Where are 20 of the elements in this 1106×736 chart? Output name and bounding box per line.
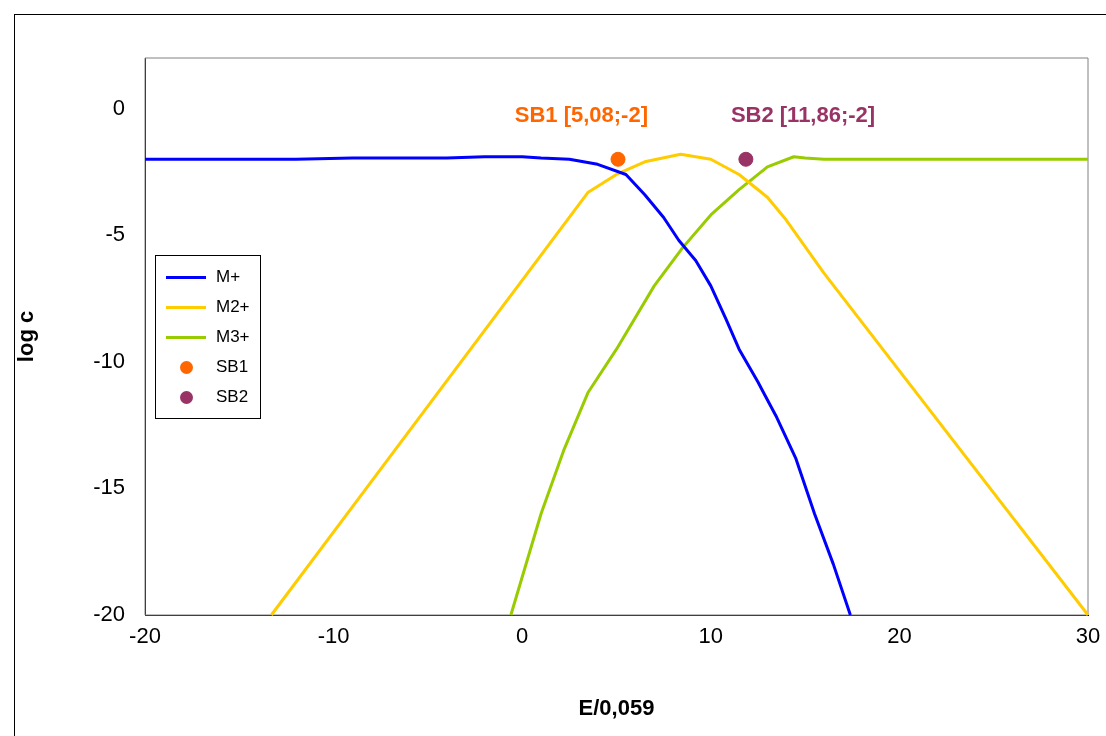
legend-label: SB2 <box>216 387 249 407</box>
annotation: SB2 [11,86;-2] <box>730 102 876 128</box>
legend-label: M2+ <box>216 297 250 317</box>
y-tick-label: -10 <box>93 347 125 373</box>
y-axis-title: log c <box>13 310 39 363</box>
x-tick-label: 20 <box>887 623 912 649</box>
y-tick-label: -15 <box>93 474 125 500</box>
x-tick-label: 10 <box>698 623 724 649</box>
x-tick-label: 30 <box>1075 623 1101 649</box>
y-tick-label: 0 <box>112 94 125 120</box>
legend-label: SB1 <box>216 357 249 377</box>
legend-label: M3+ <box>216 327 250 347</box>
legend-label: M+ <box>216 267 241 287</box>
x-tick-label: -10 <box>317 623 350 649</box>
y-tick-label: -20 <box>93 601 125 627</box>
annotation: SB1 [5,08;-2] <box>514 102 649 128</box>
x-tick-label: -20 <box>129 623 161 649</box>
x-axis-title: E/0,059 <box>578 694 655 720</box>
y-tick-label: -5 <box>105 221 125 247</box>
x-tick-label: 0 <box>516 623 529 649</box>
